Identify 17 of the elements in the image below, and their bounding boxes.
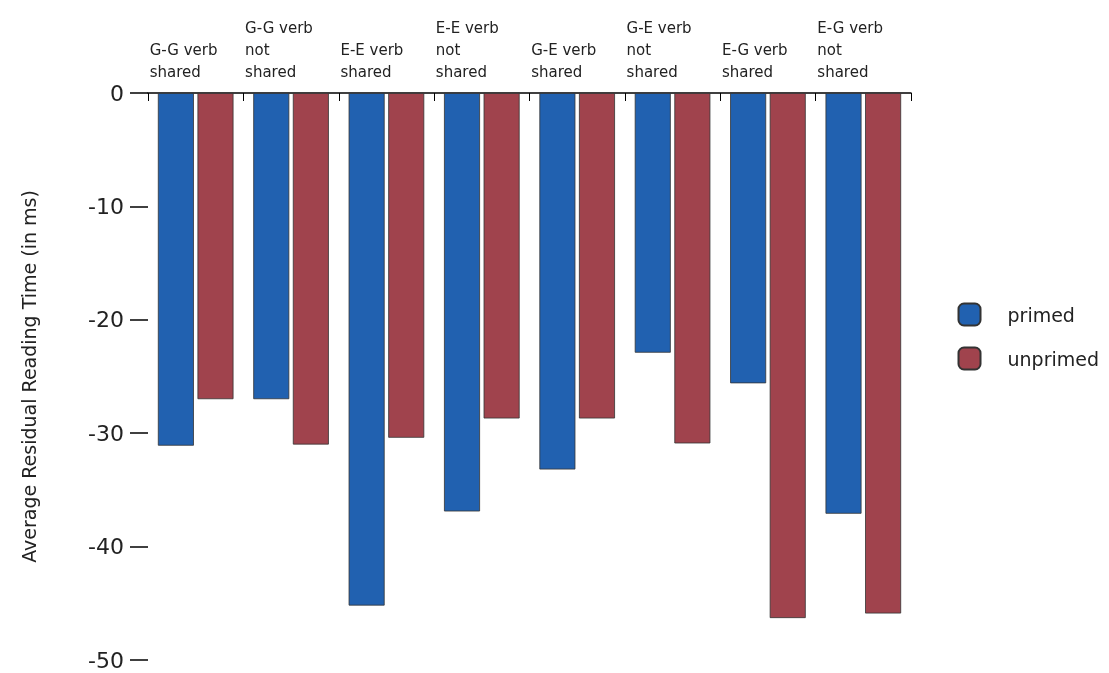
x-tick-label: G-G verb not shared xyxy=(245,19,318,81)
y-tick-label: -20 xyxy=(88,307,124,333)
x-tick-label: G-E verb shared xyxy=(531,41,602,81)
y-tick-label: 0 xyxy=(110,80,124,106)
y-axis-title: Average Residual Reading Time (in ms) xyxy=(17,190,40,563)
x-tick-label: E-E verb shared xyxy=(340,41,409,81)
legend-label: primed xyxy=(1007,303,1075,326)
y-tick-label: -50 xyxy=(88,647,124,673)
y-tick-label: -40 xyxy=(88,534,124,560)
legend-label: unprimed xyxy=(1007,347,1100,370)
x-tick-label: G-G verb shared xyxy=(149,41,223,81)
y-tick-label: -10 xyxy=(88,193,124,219)
x-tick-label: G-E verb not shared xyxy=(626,19,697,81)
x-tick-label: E-E verb not shared xyxy=(435,19,504,81)
x-tick-label: E-G verb not shared xyxy=(817,19,888,81)
x-tick-label: E-G verb shared xyxy=(721,41,793,81)
y-tick-label: -30 xyxy=(88,420,124,446)
